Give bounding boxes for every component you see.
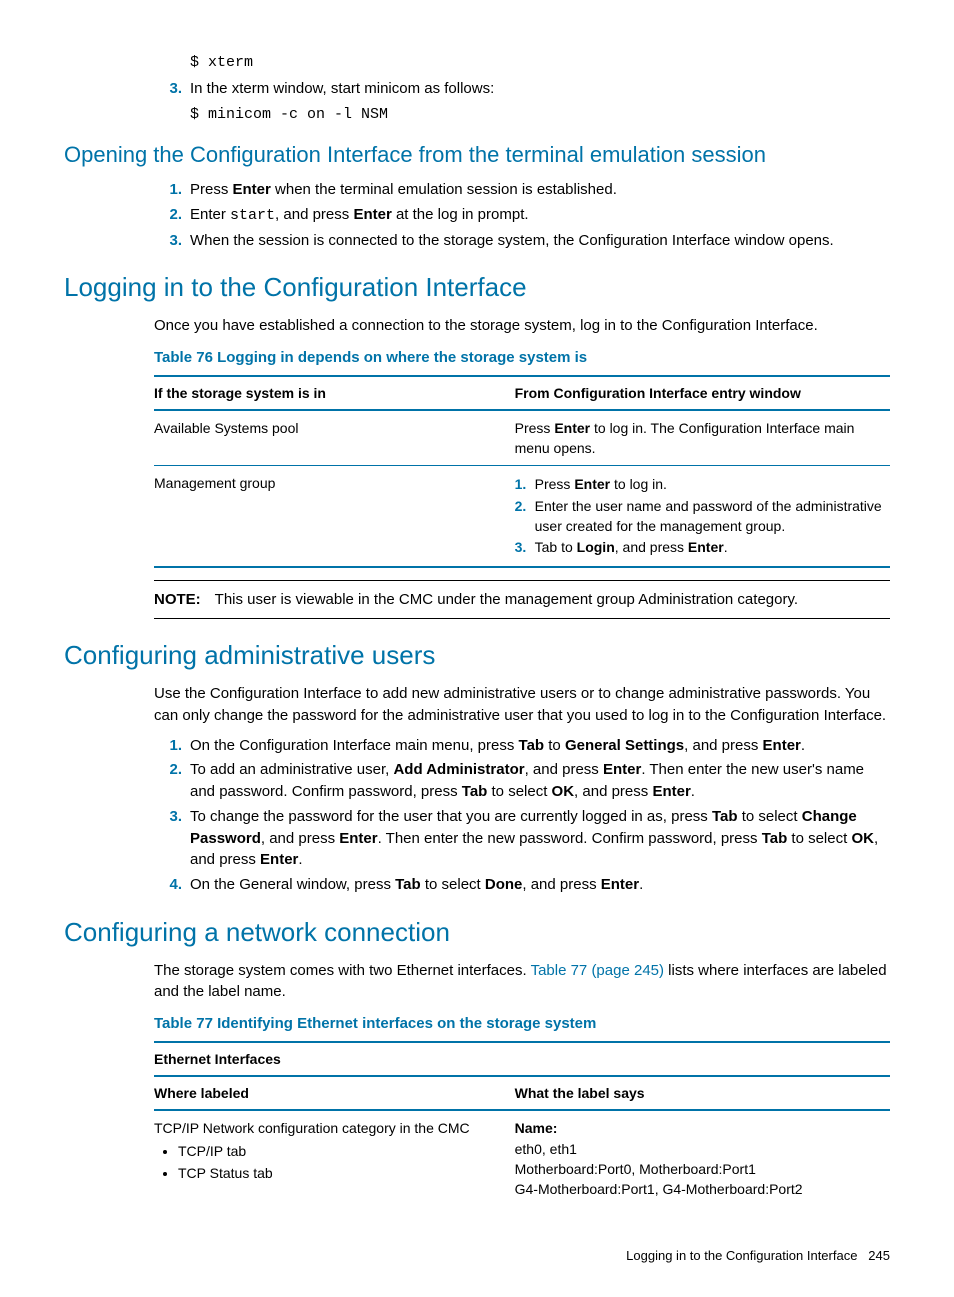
table76-col1: If the storage system is in xyxy=(154,376,515,410)
heading-opening: Opening the Configuration Interface from… xyxy=(64,139,890,171)
net-block: The storage system comes with two Ethern… xyxy=(154,960,890,1207)
admin-step-4: 4. On the General window, press Tab to s… xyxy=(154,874,890,896)
top-step-3: 3. In the xterm window, start minicom as… xyxy=(154,78,890,126)
cell: Press Enter to log in. The Configuration… xyxy=(515,410,890,466)
step-number: 3. xyxy=(154,78,182,100)
label-name: Name: xyxy=(515,1120,558,1136)
heading-net: Configuring a network connection xyxy=(64,914,890,952)
table-row: Management group 1.Press Enter to log in… xyxy=(154,466,890,567)
step-text: In the xterm window, start minicom as fo… xyxy=(190,80,494,97)
list-item: TCP Status tab xyxy=(178,1163,507,1183)
step-number: 1. xyxy=(154,179,182,201)
table76-col2: From Configuration Interface entry windo… xyxy=(515,376,890,410)
step-number: 3. xyxy=(154,806,182,828)
footer-title: Logging in to the Configuration Interfac… xyxy=(626,1248,857,1263)
inner-step: 3.Tab to Login, and press Enter. xyxy=(515,537,882,557)
admin-intro: Use the Configuration Interface to add n… xyxy=(154,683,890,727)
step-number: 2. xyxy=(154,204,182,226)
opening-steps: 1. Press Enter when the terminal emulati… xyxy=(154,179,890,251)
cell: Name: eth0, eth1 Motherboard:Port0, Moth… xyxy=(515,1110,890,1206)
admin-step-1: 1. On the Configuration Interface main m… xyxy=(154,735,890,757)
open-step-3: 3. When the session is connected to the … xyxy=(154,230,890,252)
note-text: This user is viewable in the CMC under t… xyxy=(215,591,798,608)
step-text: On the General window, press Tab to sele… xyxy=(190,876,643,893)
step-text: Press Enter when the terminal emulation … xyxy=(190,181,617,198)
footer-page: 245 xyxy=(868,1248,890,1263)
step-number: 2. xyxy=(154,759,182,781)
step-text: To change the password for the user that… xyxy=(190,808,878,869)
admin-step-2: 2. To add an administrative user, Add Ad… xyxy=(154,759,890,803)
note-label: NOTE: xyxy=(154,591,201,608)
link-table77[interactable]: Table 77 (page 245) xyxy=(531,962,664,979)
admin-block: Use the Configuration Interface to add n… xyxy=(154,683,890,896)
heading-login: Logging in to the Configuration Interfac… xyxy=(64,269,890,307)
inner-step: 1.Press Enter to log in. xyxy=(515,474,882,494)
list-item: TCP/IP tab xyxy=(178,1141,507,1161)
table77-col2: What the label says xyxy=(515,1076,890,1110)
cell: Management group xyxy=(154,466,515,567)
cmd-minicom: $ minicom -c on -l NSM xyxy=(190,104,890,126)
page-footer: Logging in to the Configuration Interfac… xyxy=(64,1247,890,1266)
top-steps: $ xterm 3. In the xterm window, start mi… xyxy=(154,52,890,125)
admin-step-3: 3. To change the password for the user t… xyxy=(154,806,890,871)
table-row: Available Systems pool Press Enter to lo… xyxy=(154,410,890,466)
table77-top: Ethernet Interfaces xyxy=(154,1042,890,1076)
table76: If the storage system is in From Configu… xyxy=(154,375,890,568)
table77: Ethernet Interfaces Where labeled What t… xyxy=(154,1041,890,1207)
cell-text: eth0, eth1 xyxy=(515,1139,882,1159)
cell-text: Motherboard:Port0, Motherboard:Port1 xyxy=(515,1159,882,1179)
step-number: 3. xyxy=(154,230,182,252)
step-number: 1. xyxy=(154,735,182,757)
step-number: 4. xyxy=(154,874,182,896)
table77-caption: Table 77 Identifying Ethernet interfaces… xyxy=(154,1013,890,1035)
login-block: Once you have established a connection t… xyxy=(154,315,890,619)
step-text: Enter start, and press Enter at the log … xyxy=(190,206,529,223)
open-step-1: 1. Press Enter when the terminal emulati… xyxy=(154,179,890,201)
login-intro: Once you have established a connection t… xyxy=(154,315,890,337)
cell-text: TCP/IP Network configuration category in… xyxy=(154,1118,507,1138)
note-box: NOTE: This user is viewable in the CMC un… xyxy=(154,580,890,620)
heading-admin: Configuring administrative users xyxy=(64,637,890,675)
inner-step: 2.Enter the user name and password of th… xyxy=(515,496,882,537)
table77-col1: Where labeled xyxy=(154,1076,515,1110)
table-row: TCP/IP Network configuration category in… xyxy=(154,1110,890,1206)
step-text: To add an administrative user, Add Admin… xyxy=(190,761,864,800)
cell-text: G4-Motherboard:Port1, G4-Motherboard:Por… xyxy=(515,1179,882,1199)
cell: Available Systems pool xyxy=(154,410,515,466)
step-text: On the Configuration Interface main menu… xyxy=(190,737,805,754)
cell: TCP/IP Network configuration category in… xyxy=(154,1110,515,1206)
cmd-xterm: $ xterm xyxy=(190,52,890,74)
step-text: When the session is connected to the sto… xyxy=(190,232,834,249)
cell: 1.Press Enter to log in. 2.Enter the use… xyxy=(515,466,890,567)
open-step-2: 2. Enter start, and press Enter at the l… xyxy=(154,204,890,227)
net-intro: The storage system comes with two Ethern… xyxy=(154,960,890,1004)
table76-caption: Table 76 Logging in depends on where the… xyxy=(154,347,890,369)
